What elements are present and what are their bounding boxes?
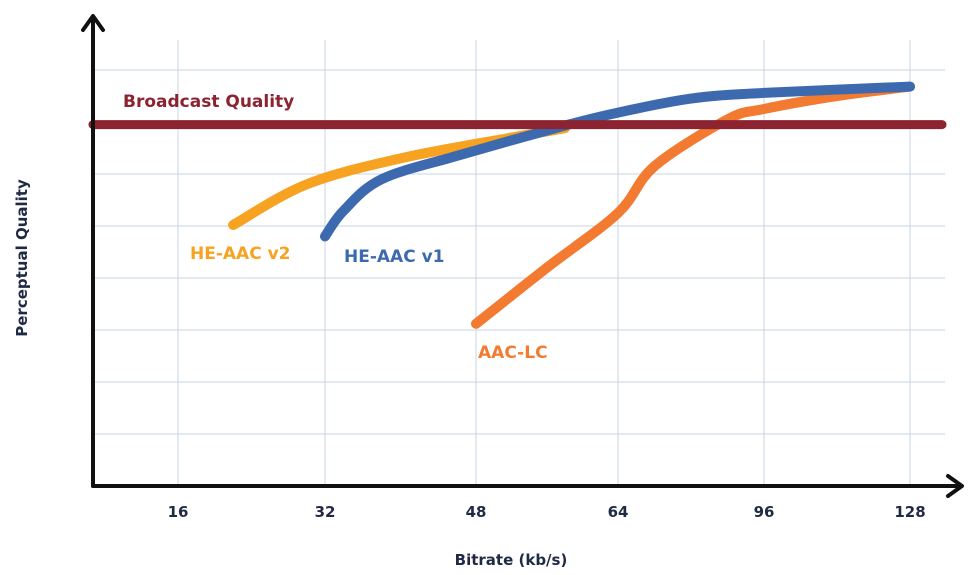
reference-line-label: Broadcast Quality xyxy=(123,92,294,112)
x-tick-label: 128 xyxy=(894,503,925,521)
x-axis-title: Bitrate (kb/s) xyxy=(455,551,568,569)
series-layer xyxy=(88,81,947,329)
y-axis-title: Perceptual Quality xyxy=(13,179,31,337)
series-label-he-aac-v1: HE-AAC v1 xyxy=(344,247,445,267)
x-tick-labels: 16 32 48 64 96 128 xyxy=(168,503,926,521)
y-axis-arrow xyxy=(81,14,105,32)
x-axis-arrow xyxy=(946,474,964,498)
x-tick-label: 16 xyxy=(168,503,189,521)
series-label-he-aac-v2: HE-AAC v2 xyxy=(190,244,291,264)
series-line-aac-lc xyxy=(471,81,915,329)
axes xyxy=(81,14,964,498)
series-label-aac-lc: AAC-LC xyxy=(478,343,548,363)
x-tick-label: 48 xyxy=(466,503,487,521)
x-tick-label: 32 xyxy=(315,503,336,521)
series-labels: Broadcast Quality HE-AAC v2 HE-AAC v1 AAC-L… xyxy=(123,92,548,363)
x-tick-label: 96 xyxy=(754,503,775,521)
x-tick-label: 64 xyxy=(608,503,629,521)
